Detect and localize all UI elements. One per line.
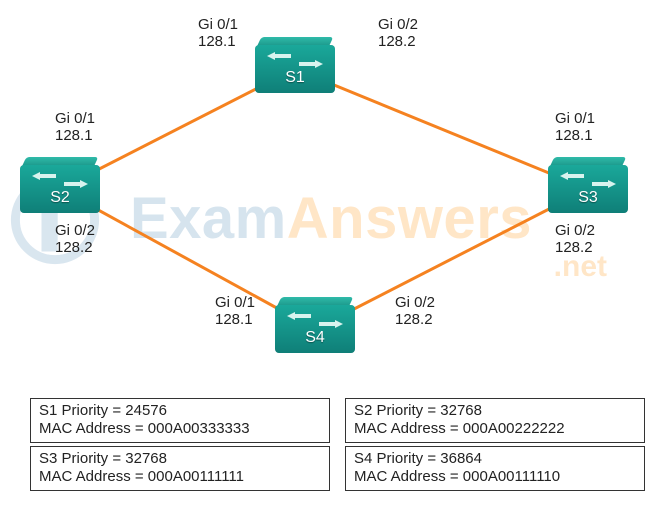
- port-label-S1_left: Gi 0/1 128.1: [198, 16, 238, 51]
- link-S1-S3: [295, 69, 588, 189]
- mac-line: MAC Address = 000A00111110: [354, 468, 636, 486]
- mac-line: MAC Address = 000A00333333: [39, 420, 321, 438]
- switch-S1: S1: [255, 45, 335, 93]
- switch-S3: S3: [548, 165, 628, 213]
- switch-label: S4: [275, 329, 355, 347]
- switch-label: S1: [255, 69, 335, 87]
- port-label-S4_left: Gi 0/1 128.1: [215, 294, 255, 329]
- watermark-answers: Answers: [287, 186, 532, 251]
- switch-label: S3: [548, 189, 628, 207]
- info-box-S2: S2 Priority = 32768MAC Address = 000A002…: [345, 398, 645, 443]
- priority-line: S4 Priority = 36864: [354, 450, 636, 468]
- switch-S4: S4: [275, 305, 355, 353]
- port-label-S1_right: Gi 0/2 128.2: [378, 16, 418, 51]
- mac-line: MAC Address = 000A00222222: [354, 420, 636, 438]
- port-label-S4_right: Gi 0/2 128.2: [395, 294, 435, 329]
- info-box-S3: S3 Priority = 32768MAC Address = 000A001…: [30, 446, 330, 491]
- switch-arrows-icon: [558, 171, 618, 189]
- switch-arrows-icon: [285, 311, 345, 329]
- mac-line: MAC Address = 000A00111111: [39, 468, 321, 486]
- switch-arrows-icon: [30, 171, 90, 189]
- switch-arrows-icon: [265, 51, 325, 69]
- switch-label: S2: [20, 189, 100, 207]
- port-label-S3_bot: Gi 0/2 128.2: [555, 222, 595, 257]
- info-box-S4: S4 Priority = 36864MAC Address = 000A001…: [345, 446, 645, 491]
- priority-line: S3 Priority = 32768: [39, 450, 321, 468]
- priority-line: S1 Priority = 24576: [39, 402, 321, 420]
- network-diagram: ExamAnswers .net S1 S2 S3 S4 Gi 0/1 128.…: [0, 0, 662, 510]
- switch-S2: S2: [20, 165, 100, 213]
- watermark-exam: Exam: [130, 186, 287, 251]
- info-box-S1: S1 Priority = 24576MAC Address = 000A003…: [30, 398, 330, 443]
- link-S3-S4: [315, 189, 588, 329]
- port-label-S2_top: Gi 0/1 128.1: [55, 110, 95, 145]
- port-label-S2_bot: Gi 0/2 128.2: [55, 222, 95, 257]
- port-label-S3_top: Gi 0/1 128.1: [555, 110, 595, 145]
- priority-line: S2 Priority = 32768: [354, 402, 636, 420]
